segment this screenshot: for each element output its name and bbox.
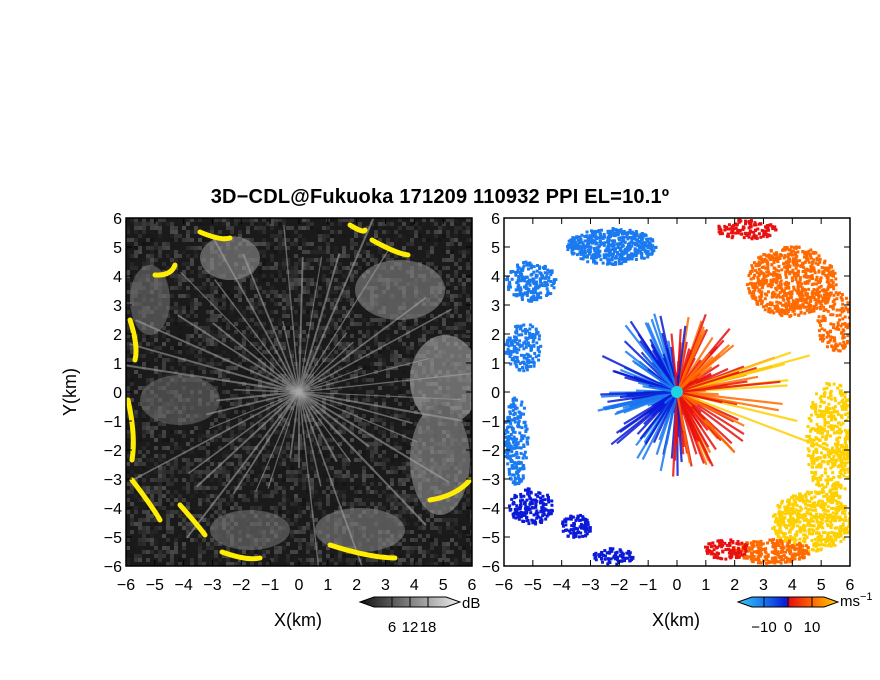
snr-y-axis-label: Y(km) — [60, 368, 80, 416]
x-tick-label: −5 — [146, 577, 164, 594]
y-tick-label: 1 — [113, 356, 122, 373]
y-tick-label: 4 — [491, 269, 500, 286]
x-tick-label: −1 — [261, 577, 279, 594]
velocity-radial-rays — [597, 313, 833, 477]
velocity-x-axis-label: X(km) — [652, 610, 700, 630]
colorbar-tick-label: −10 — [751, 619, 776, 636]
y-tick-label: −3 — [482, 472, 500, 489]
y-tick-label: −3 — [104, 472, 122, 489]
y-tick-label: −2 — [104, 443, 122, 460]
snr-colorbar-unit: dB — [462, 595, 480, 612]
x-tick-label: 1 — [323, 577, 332, 594]
x-tick-label: −6 — [117, 577, 135, 594]
x-tick-label: 2 — [730, 577, 739, 594]
radar-location-marker — [671, 386, 683, 398]
velocity-echo-regions — [504, 218, 850, 566]
y-tick-label: −1 — [482, 414, 500, 431]
x-tick-label: 3 — [759, 577, 768, 594]
y-tick-label: 5 — [113, 240, 122, 257]
x-tick-label: −2 — [232, 577, 250, 594]
colorbar-tick-label: 18 — [420, 619, 437, 636]
x-tick-label: −3 — [581, 577, 599, 594]
velocity-colorbar: −10 0 10 ms−1 — [736, 591, 873, 636]
colorbar-tick-label: 10 — [804, 619, 821, 636]
velocity-axes: −6−6 −5 −5 −4 −4 −3 −3 −2 −2 −1 −1 0 0 1 1 2 2 3 3 4 4 5 5 6 6 — [482, 211, 855, 594]
y-tick-label: −2 — [482, 443, 500, 460]
chart-title: 3D−CDL@Fukuoka 171209 110932 PPI EL=10.1… — [210, 186, 670, 208]
snr-x-axis-label: X(km) — [274, 610, 322, 630]
y-tick-label: 3 — [491, 298, 500, 315]
snr-saturated-edges — [126, 222, 472, 562]
velocity-colorbar-unit: ms−1 — [840, 591, 873, 610]
y-tick-label: −5 — [104, 530, 122, 547]
x-tick-label: 5 — [817, 577, 826, 594]
y-tick-label: 0 — [113, 385, 122, 402]
y-tick-label: −4 — [104, 501, 122, 518]
y-tick-label: −6 — [482, 559, 500, 576]
y-tick-label: 5 — [491, 240, 500, 257]
colorbar-tick-label: 12 — [402, 619, 419, 636]
x-tick-label: 0 — [295, 577, 304, 594]
x-tick-label: 4 — [410, 577, 419, 594]
x-tick-label: −6 — [495, 577, 513, 594]
colorbar-tick-label: 6 — [388, 619, 396, 636]
x-tick-label: 6 — [468, 577, 477, 594]
y-tick-label: 2 — [113, 327, 122, 344]
y-tick-label: 3 — [113, 298, 122, 315]
y-tick-label: 1 — [491, 356, 500, 373]
y-tick-label: −5 — [482, 530, 500, 547]
y-tick-label: 2 — [491, 327, 500, 344]
x-tick-label: 6 — [846, 577, 855, 594]
snr-colorbar: 6 12 18 dB — [358, 595, 480, 636]
x-tick-label: −2 — [610, 577, 628, 594]
x-tick-label: −4 — [553, 577, 571, 594]
x-tick-label: 1 — [701, 577, 710, 594]
x-tick-label: 2 — [352, 577, 361, 594]
snr-echo-patches — [130, 236, 472, 552]
x-tick-label: 5 — [439, 577, 448, 594]
y-tick-label: 6 — [491, 211, 500, 228]
y-tick-label: −4 — [482, 501, 500, 518]
x-tick-label: 0 — [673, 577, 682, 594]
snr-axes: −6−6 −5 −5 −4 −4 −3 −3 −2 −2 −1 −1 0 0 1 1 2 2 3 3 4 4 5 5 6 6 — [104, 211, 477, 594]
y-tick-label: 4 — [113, 269, 122, 286]
colorbar-tick-label: 0 — [784, 619, 792, 636]
y-tick-label: −6 — [104, 559, 122, 576]
snr-panel — [126, 218, 472, 566]
velocity-panel — [504, 218, 850, 566]
y-tick-label: −1 — [104, 414, 122, 431]
x-tick-label: −1 — [639, 577, 657, 594]
y-tick-label: 6 — [113, 211, 122, 228]
x-tick-label: −4 — [175, 577, 193, 594]
snr-radial-rays — [126, 218, 472, 566]
x-tick-label: 4 — [788, 577, 797, 594]
y-tick-label: 0 — [491, 385, 500, 402]
x-tick-label: −3 — [203, 577, 221, 594]
x-tick-label: −5 — [524, 577, 542, 594]
x-tick-label: 3 — [381, 577, 390, 594]
